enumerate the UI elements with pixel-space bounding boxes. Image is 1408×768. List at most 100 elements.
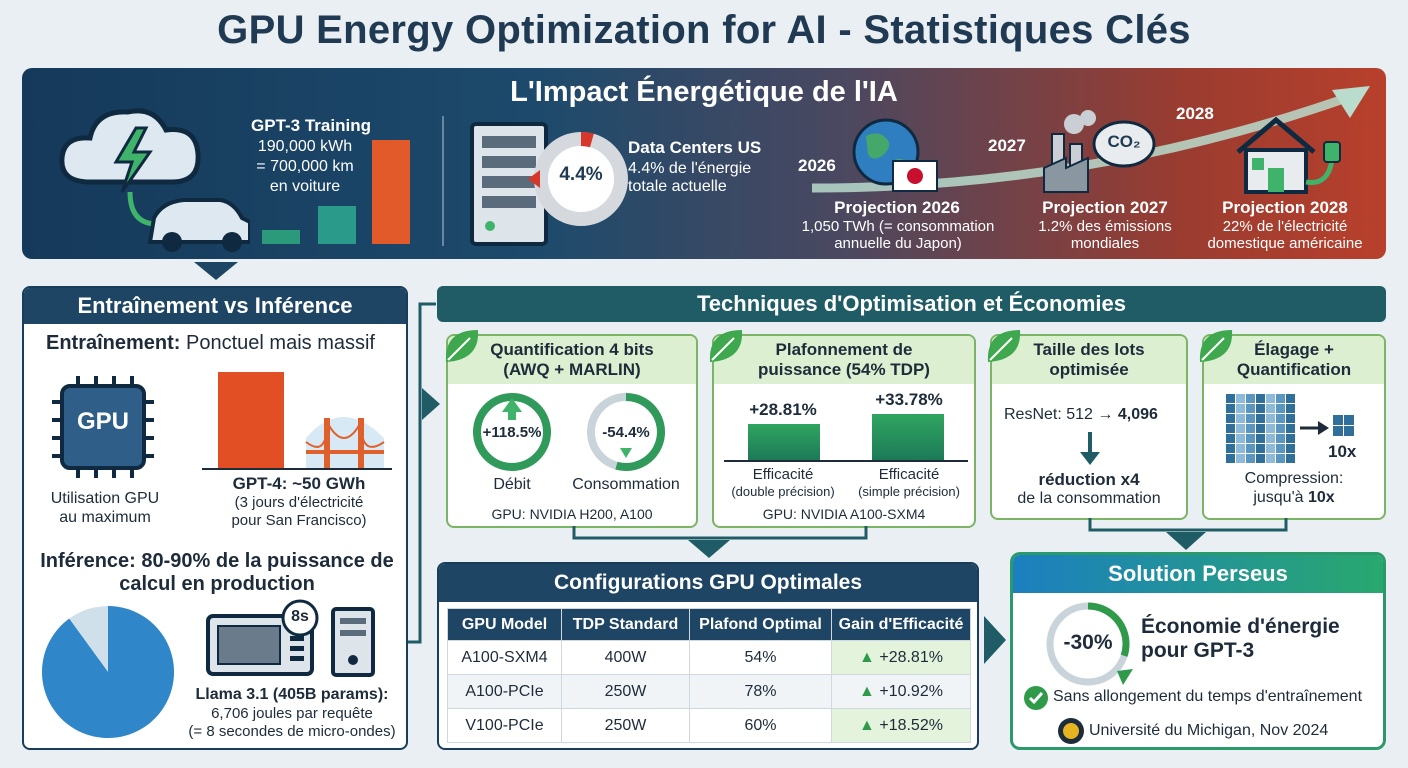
gpt3-kwh: 190,000 kWh — [257, 138, 353, 155]
table-cell: 250W — [561, 708, 690, 743]
gpt4-title: GPT-4: ~50 GWh — [232, 474, 366, 493]
throughput-gain: +118.5% — [482, 424, 542, 441]
perseus-line2: pour GPT-3 — [1141, 639, 1255, 662]
projection-2028-line1: 22% de l'électricité — [1222, 218, 1348, 235]
table-cell: A100-SXM4 — [447, 640, 562, 675]
datacenter-title: Data Centers US — [628, 138, 762, 157]
gpt3-bars — [262, 138, 422, 244]
banner-divider — [442, 116, 444, 246]
leaf-icon — [445, 330, 479, 362]
matrix-cell — [1266, 434, 1275, 443]
datacenter-percent: 4.4% — [559, 164, 603, 185]
power-sub-single: (simple précision) — [858, 484, 960, 499]
quantization-title-2: (AWQ + MARLIN) — [503, 360, 641, 379]
table-row: V100-PCIe 250W 60% ▲ +18.52% — [447, 708, 971, 743]
table-cell: ▲ +28.81% — [831, 640, 971, 675]
column-header: Gain d'Efficacité — [831, 608, 971, 641]
power-sub-double: (double précision) — [731, 484, 835, 499]
matrix-cell — [1256, 454, 1265, 463]
training-label: Entraînement: — [46, 332, 181, 354]
matrix-cell — [1256, 394, 1265, 403]
leaf-icon — [1199, 330, 1233, 362]
config-title: Configurations GPU Optimales — [439, 564, 977, 602]
table-header-row: GPU Model TDP Standard Plafond Optimal G… — [447, 608, 971, 641]
matrix-cell — [1236, 434, 1245, 443]
matrix-cell — [1236, 454, 1245, 463]
matrix-cell — [1256, 444, 1265, 453]
batch-result-1: réduction x4 — [1038, 470, 1140, 489]
matrix-cell — [1286, 394, 1295, 403]
gpt4-baseline — [202, 468, 392, 470]
energy-impact-banner: L'Impact Énergétique de l'IA GPT-3 Train… — [22, 68, 1386, 259]
training-vs-inference-panel: Entraînement vs Inférence Entraînement: … — [22, 286, 408, 750]
datacenter-line1: 4.4% de l'énergie — [628, 160, 752, 177]
matrix-cell — [1256, 424, 1265, 433]
consumption-loss: -54.4% — [602, 424, 650, 441]
matrix-cell — [1266, 454, 1275, 463]
llama-line2: (= 8 secondes de micro-ondes) — [188, 723, 396, 740]
projection-2026-line2: annuelle du Japon) — [834, 235, 962, 252]
batch-from: ResNet: 512 — [1004, 406, 1093, 423]
matrix-cell — [1256, 404, 1265, 413]
matrix-cell — [1226, 394, 1235, 403]
matrix-cell — [1266, 444, 1275, 453]
banner-down-arrow — [194, 262, 238, 280]
config-to-perseus-arrow — [984, 616, 1006, 664]
perseus-check-text: Sans allongement du temps d'entraînement — [1053, 688, 1363, 705]
perseus-solution-panel: Solution Perseus -30% Économie d'énergie… — [1010, 552, 1386, 750]
power-capping-gpu: GPU: NVIDIA A100-SXM4 — [762, 506, 926, 522]
projection-2027-line1: 1.2% des émissions — [1038, 218, 1172, 235]
university-seal-icon — [1058, 718, 1084, 744]
inference-pie-chart — [41, 606, 174, 738]
matrix-cell — [1276, 434, 1285, 443]
quantization-header: Quantification 4 bits (AWQ + MARLIN) — [448, 336, 696, 384]
pruning-card: Élagage + Quantification 10x Compression… — [1202, 334, 1386, 520]
matrix-cell — [1286, 454, 1295, 463]
table-cell: 54% — [689, 640, 832, 675]
gpu-config-panel: Configurations GPU Optimales GPU Model T… — [437, 562, 979, 750]
matrix-cell — [1246, 454, 1255, 463]
perseus-source: Université du Michigan, Nov 2024 — [1089, 722, 1329, 739]
gpu-config-table: GPU Model TDP Standard Plafond Optimal G… — [447, 608, 971, 743]
gpt3-bar-large — [372, 140, 410, 244]
batch-size-title-1: Taille des lots — [1033, 340, 1145, 359]
connector-to-config — [572, 526, 868, 558]
power-capping-title-2: puissance (54% TDP) — [758, 360, 930, 379]
factory-co2-icon — [1043, 110, 1156, 193]
gpu-caption-2: au maximum — [59, 509, 151, 526]
power-baseline — [724, 460, 968, 462]
gpt4-line2: pour San Francisco) — [231, 512, 367, 529]
inference-line2: calcul en production — [119, 573, 315, 595]
projection-2027-title: Projection 2027 — [1042, 198, 1168, 217]
server-tower-icon — [331, 607, 375, 677]
gpt4-bar — [218, 372, 284, 468]
column-header: Plafond Optimal — [689, 608, 832, 641]
gpt3-km: = 700,000 km — [256, 158, 354, 175]
quantization-gpu: GPU: NVIDIA H200, A100 — [491, 506, 653, 522]
table-cell: 400W — [561, 640, 690, 675]
pruning-line2: jusqu'à 10x — [1204, 489, 1384, 507]
matrix-cell — [1266, 424, 1275, 433]
year-2028: 2028 — [1176, 104, 1214, 123]
table-cell: ▲ +18.52% — [831, 708, 971, 743]
matrix-cell — [1246, 424, 1255, 433]
batch-size-change: ResNet: 512 → 4,096 — [1004, 406, 1158, 424]
pruning-line1: Compression: — [1244, 470, 1344, 487]
timer-icon — [281, 599, 319, 637]
banner-title: L'Impact Énergétique de l'IA — [510, 76, 898, 108]
table-cell: 250W — [561, 674, 690, 709]
arrow-right-icon: → — [1097, 406, 1118, 423]
perseus-percent: -30% — [1063, 631, 1113, 654]
arrow-up-icon: ▲ — [859, 716, 875, 734]
pruning-title-1: Élagage + — [1254, 340, 1334, 359]
training-heading: Entraînement: Ponctuel mais massif — [46, 332, 375, 355]
table-row: A100-PCIe 250W 78% ▲ +10.92% — [447, 674, 971, 709]
quantization-card: Quantification 4 bits (AWQ + MARLIN) +11… — [446, 334, 698, 528]
arrow-down-icon — [620, 448, 632, 458]
column-header: GPU Model — [447, 608, 562, 641]
pruning-header: Élagage + Quantification — [1204, 336, 1384, 384]
matrix-cell — [1286, 434, 1295, 443]
techniques-title: Techniques d'Optimisation et Économies — [437, 286, 1386, 322]
matrix-cell — [1286, 444, 1295, 453]
matrix-cell — [1286, 414, 1295, 423]
